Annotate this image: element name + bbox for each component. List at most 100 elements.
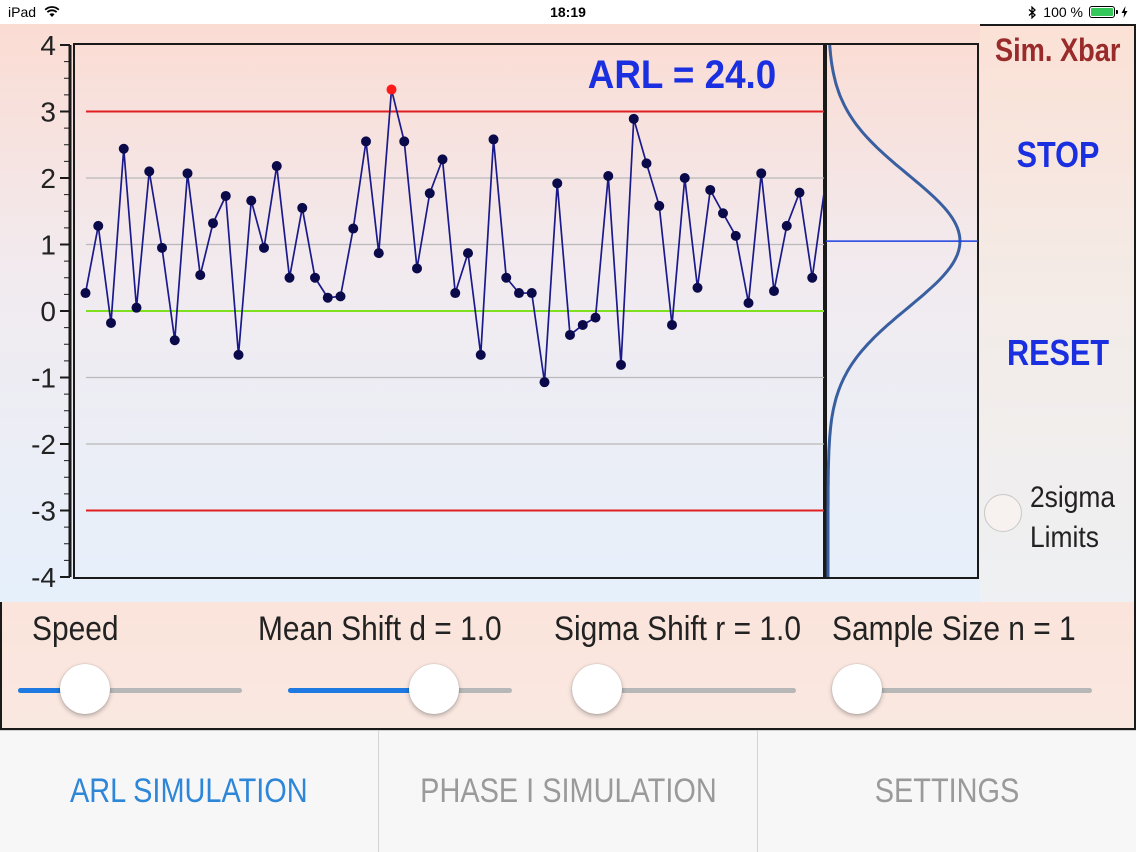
sample-size-slider-thumb[interactable] [832,664,882,714]
two-sigma-limits-radio[interactable] [984,494,1022,532]
data-point [424,188,435,199]
mean-shift-slider[interactable] [288,664,512,714]
data-point [654,200,665,211]
y-tick-label: 2 [40,163,56,194]
speed-slider-thumb[interactable] [60,664,111,714]
data-point [399,136,410,147]
data-point [730,230,741,241]
data-point [80,288,91,299]
data-point [233,349,244,360]
tab-settings[interactable]: SETTINGS [758,731,1136,852]
data-point [628,113,639,124]
status-left: iPad [8,4,60,20]
sample-size-slider[interactable] [832,664,1092,714]
control-chart: 4 3 2 1 0 -1 -2 -3 -4 ARL = 24.0 [31,30,979,593]
data-point [259,242,269,253]
data-point [93,220,104,231]
battery-percent: 100 % [1043,4,1083,20]
data-point [246,195,257,206]
y-tick-label: 3 [40,97,56,128]
sigma-shift-slider-thumb[interactable] [572,664,622,714]
device-name: iPad [8,4,37,20]
data-point [552,178,563,189]
data-point [195,270,206,281]
data-point [743,298,754,309]
data-point [794,187,805,198]
data-point [526,288,537,299]
mean-shift-slider-fill [288,688,434,693]
stop-button[interactable]: STOP [1016,134,1100,175]
data-point [590,312,601,323]
y-tick-label: 0 [40,296,56,327]
data-point [208,218,218,229]
data-point [220,190,231,201]
data-point [781,220,792,231]
status-right: 100 % [1028,4,1128,20]
wifi-icon [44,6,60,17]
tab-arl-simulation[interactable]: ARL SIMULATION [0,731,379,852]
data-point [348,223,359,234]
controls-panel: Speed Mean Shift d = 1.0 Sigma Shift r =… [0,602,1136,730]
data-point [182,168,193,179]
y-tick-label: -1 [31,363,56,394]
two-sigma-limits-label: 2sigma Limits [1030,478,1118,558]
speed-slider[interactable] [18,664,242,714]
data-point [322,292,333,303]
right-panel: Sim. Xbar STOP RESET 2sigma Limits [980,24,1136,602]
tab-bar: ARL SIMULATION PHASE I SIMULATION SETTIN… [0,730,1136,852]
distribution-curve [826,44,962,577]
tab-phase-i-simulation[interactable]: PHASE I SIMULATION [379,731,758,852]
sigma-shift-label: Sigma Shift r = 1.0 [554,610,801,648]
tab-label: ARL SIMULATION [70,772,308,810]
data-point [769,286,779,297]
data-point [463,248,473,259]
data-point [335,291,346,302]
data-point [118,143,129,154]
limits-label-line2: Limits [1030,521,1099,554]
battery-icon [1089,6,1118,18]
data-point [450,288,461,299]
reset-button[interactable]: RESET [1006,332,1110,373]
data-point [705,184,716,195]
limits-label-line1: 2sigma [1030,481,1116,514]
speed-label: Speed [32,610,119,648]
distribution-frame [825,43,979,579]
data-point [144,166,155,177]
control-chart-area: 4 3 2 1 0 -1 -2 -3 -4 ARL = 24.0 [0,24,980,602]
status-bar: iPad 18:19 100 % [0,0,1136,24]
sample-size-label: Sample Size n = 1 [832,610,1076,648]
data-point [756,168,767,179]
tab-label: SETTINGS [874,772,1020,810]
data-point [310,272,320,283]
series-layer [80,84,824,388]
data-point [539,377,550,388]
data-point [297,202,308,213]
mean-shift-slider-thumb[interactable] [408,664,459,714]
two-sigma-limits-option[interactable]: 2sigma Limits [982,474,1132,554]
data-point [565,329,575,340]
y-tick-label: -4 [31,562,56,593]
y-axis: 4 3 2 1 0 -1 -2 -3 -4 [31,30,72,593]
data-point [271,161,282,172]
y-tick-label: 4 [40,30,56,61]
data-point [718,208,728,219]
status-time: 18:19 [550,4,586,20]
data-point [807,272,818,283]
data-point [488,134,499,145]
mean-shift-label: Mean Shift d = 1.0 [258,610,502,648]
data-point [514,288,524,299]
charging-icon [1121,6,1128,18]
y-tick-label: 1 [40,230,56,261]
data-point [667,319,677,330]
data-point [577,319,588,330]
grid-layer [73,43,825,579]
data-point [641,158,652,169]
data-point [131,302,142,313]
sigma-shift-slider[interactable] [572,664,796,714]
data-point [501,272,512,283]
app-title: Sim. Xbar [994,32,1121,68]
data-point [284,272,295,283]
speed-slider-fill [18,688,86,693]
data-point [412,263,422,274]
